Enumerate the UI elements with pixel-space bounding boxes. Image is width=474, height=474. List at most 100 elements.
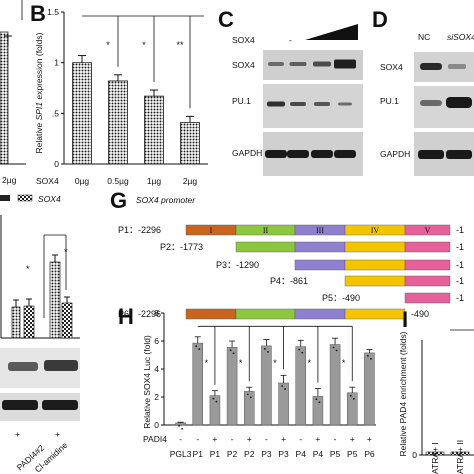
panel-h-padi4-sign: + [315,434,320,444]
panel-h-ytick-label: 6 [154,336,159,346]
panel-h-point [301,351,304,354]
panel-h-ylabel: Relative SOX4 Luc (fold) [142,335,152,429]
panel-f-bar-4 [61,302,73,339]
panel-c-letter: C [218,7,234,32]
panel-i-ytick-label: 0 [412,450,417,460]
promoter-domain-label: IV [371,226,380,235]
panel-h-row-label: PADI4 [143,434,167,444]
panel-h-sig-star: * [205,358,209,368]
promoter-domain-label: I [210,226,213,235]
panel-h-point [367,355,369,357]
panel-h-letter: H [118,304,134,329]
panel-b-ytick-label: .5 [52,108,59,118]
panel-h-xtick-label: P3 [278,449,289,459]
panel-h-bar [295,346,306,426]
panel-d-band-gapdh-si [446,150,472,159]
panel-c-row-gapdh: GAPDH [232,148,262,158]
legend: SOX4 [0,194,61,204]
panel-b-bar [72,62,92,165]
panel-b-ylabel-gene: SPI1 [34,102,44,121]
panel-f-star-1: * [26,264,30,274]
panel-d-blot [414,52,474,176]
panel-h-point [232,352,235,355]
construct-name: P4：-861 [270,276,308,286]
panel-i-xtick-label: ATRA+ I [430,442,440,474]
panel-h-padi4-sign: - [299,434,302,444]
panel-c-dose-wedge [305,24,358,40]
panel-h-padi4-sign: + [247,434,252,444]
panel-c-band-sox4 [289,62,307,66]
panel-h-bar [278,382,289,426]
panel-b-letter: B [30,1,46,26]
panel-h-point [198,348,201,350]
panel-h-xtick-label: P6 [364,449,375,459]
panel-c-row-sox4: SOX4 [232,60,255,70]
panel-i-chart: 0 ATRA+ I ATRA+ II [412,329,474,474]
construct-name: P5：-490 [322,293,360,303]
legend-label-sox4: SOX4 [38,194,61,204]
panel-h-chart: 02468-PGL3-P1+P1-P2+P2-P3+P3-P4+P4-P5+P5… [154,308,376,459]
panel-d-row-pu1: PU.1 [380,96,399,106]
panel-f-bar-1 [11,306,21,339]
panel-h-point [249,396,252,399]
panel-b-xtick-label: 0.5µg [107,176,129,186]
panel-f-partial: * * + + PADI4#2 Cl-amidine [0,215,80,474]
panel-h-xtick-label: P5 [347,449,358,459]
promoter-domain-V [404,241,451,253]
panel-h-point [267,351,269,353]
panel-h-ytick-label: 4 [154,364,159,374]
panel-d-band-pu1-si [446,97,472,108]
panel-c-band-gapdh [334,150,356,158]
panel-a-bar [0,31,9,165]
panel-h-sig-star: * [308,358,312,368]
panel-h-bar [312,396,324,426]
panel-c-treatment-label: SOX4 [232,35,255,45]
panel-i-ylabel: Relative PAD4 enrichment (folds) [398,331,408,456]
panel-c-band-sox4 [268,62,284,66]
promoter-domain-IV [344,308,406,320]
panel-h-xtick-label: P4 [313,449,324,459]
panel-h-point [181,428,183,430]
panel-f-star-2: * [64,247,68,257]
promoter-domain-III [294,259,346,271]
panel-i-bar [450,451,470,456]
panel-h-padi4-sign: - [265,434,268,444]
panel-c-band-gapdh [265,150,287,158]
panel-h-sig-star: * [239,358,243,368]
panel-a-x-label: 2µg [2,175,17,185]
panel-b-ytick-label: 1 [54,58,59,68]
construct-end: -490 [411,309,429,319]
panel-c-bands [265,59,356,158]
panel-d-row-gapdh: GAPDH [380,149,410,159]
construct-end: -1 [456,260,464,270]
panel-c-minus: - [289,35,292,45]
panel-b-ytick-label: 0 [54,159,59,169]
panel-h-padi4-sign: + [281,434,286,444]
panel-f-band-2b [42,400,78,410]
panel-h-point [352,397,355,400]
panel-i-letter: I [402,307,408,332]
panel-b-bar [108,80,128,165]
panel-b-sig-star: * [142,40,146,50]
panel-c-row-pu1: PU.1 [232,96,251,106]
panel-h-bar [244,391,255,426]
panel-h-point [298,348,301,351]
panel-h-xtick-label: PGL3 [170,449,192,459]
panel-h-xtick-label: P2 [227,449,238,459]
panel-f-band-1b [44,360,78,371]
panel-h-sig-star: * [273,358,277,368]
construct-name: P3：-1290 [216,260,259,270]
panel-d-col-nc: NC [418,32,430,42]
panel-g-title-suffix: promoter [159,195,197,205]
promoter-domain-IV [344,241,406,253]
construct-end: -1 [456,225,464,235]
panel-c-band-pu1 [290,102,306,106]
panel-c-band-pu1 [338,102,352,106]
panel-h-ytick-label: 2 [154,392,159,402]
panel-g-letter: G [110,188,127,213]
panel-h-point [246,393,249,396]
panel-d-band-sox4-si [448,64,466,69]
panel-h-ytick-label: 0 [154,420,159,430]
construct-name: P2：-1773 [160,242,203,252]
panel-h-point [229,349,232,352]
